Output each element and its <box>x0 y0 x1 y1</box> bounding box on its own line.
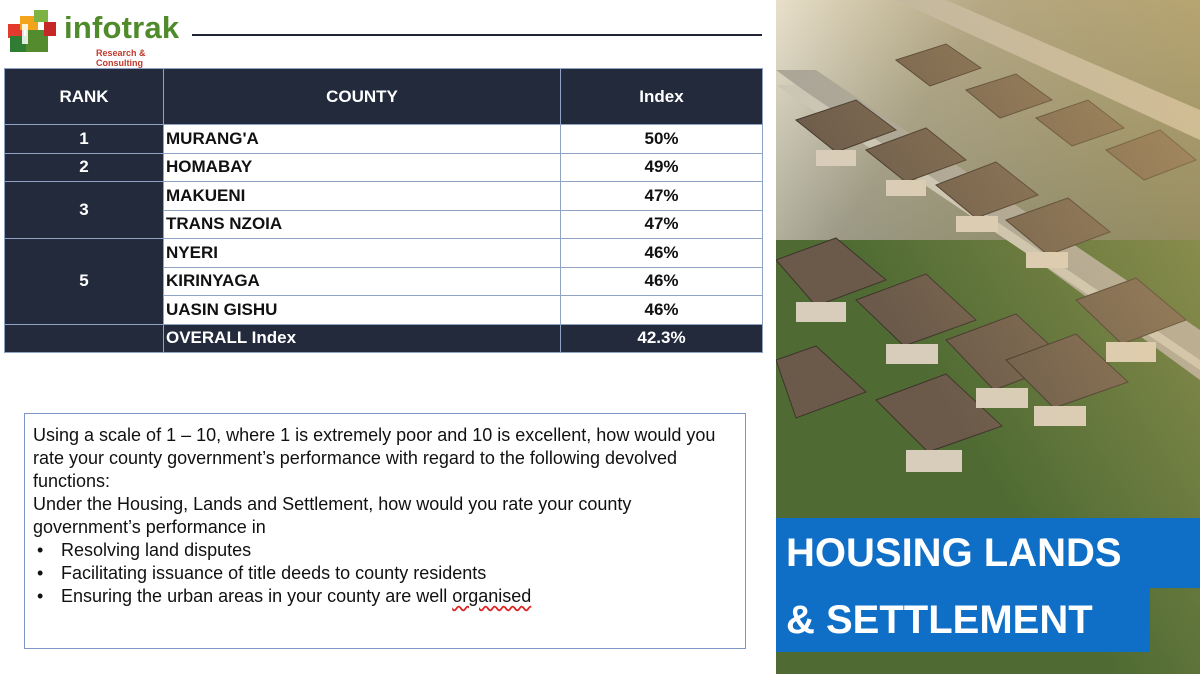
header-rule <box>192 34 762 36</box>
table-row: UASIN GISHU 46% <box>5 295 763 325</box>
header-index: Index <box>560 68 763 125</box>
index-cell: 46% <box>560 266 763 296</box>
index-cell: 49% <box>560 152 763 182</box>
overall-label: OVERALL Index <box>163 323 561 353</box>
infotrak-logo: infotrak Research & Consulting <box>6 8 186 68</box>
index-cell: 47% <box>560 209 763 239</box>
index-cell: 46% <box>560 238 763 268</box>
overall-value: 42.3% <box>560 323 763 353</box>
bullet-item: Facilitating issuance of title deeds to … <box>33 562 737 585</box>
logo-tagline: Research & Consulting <box>96 48 146 68</box>
index-cell: 50% <box>560 124 763 154</box>
section-title-line-2: & SETTLEMENT <box>776 588 1150 652</box>
bullet-item: Resolving land disputes <box>33 539 737 562</box>
table-header-row: RANK COUNTY Index <box>4 68 763 125</box>
overall-blank-cell <box>4 323 164 353</box>
survey-question-box: Using a scale of 1 – 10, where 1 is extr… <box>24 413 746 649</box>
header-county: COUNTY <box>163 68 561 125</box>
table-row: 1 MURANG'A 50% <box>4 124 763 154</box>
county-cell: NYERI <box>163 238 561 268</box>
county-cell: MAKUENI <box>163 181 561 211</box>
bullet-item: Ensuring the urban areas in your county … <box>33 585 737 608</box>
rank-cell: 3 <box>4 181 164 239</box>
index-cell: 47% <box>560 181 763 211</box>
logo-mark-icon <box>8 10 56 52</box>
question-intro: Using a scale of 1 – 10, where 1 is extr… <box>33 425 716 491</box>
logo-wordmark: infotrak <box>64 10 180 45</box>
question-bullets: Resolving land disputes Facilitating iss… <box>33 539 737 608</box>
index-cell: 46% <box>560 295 763 325</box>
county-cell: MURANG'A <box>163 124 561 154</box>
county-cell: KIRINYAGA <box>163 266 561 296</box>
table-row: 2 HOMABAY 49% <box>4 152 763 182</box>
table-row: KIRINYAGA 46% <box>5 266 763 296</box>
county-cell: UASIN GISHU <box>163 295 561 325</box>
overall-row: OVERALL Index 42.3% <box>4 323 763 353</box>
county-ranking-table: RANK COUNTY Index 1 MURANG'A 50% 2 HOMAB… <box>4 68 763 353</box>
rank-cell: 1 <box>4 124 164 154</box>
question-sub: Under the Housing, Lands and Settlement,… <box>33 494 632 537</box>
table-row: 3 MAKUENI 47% <box>4 181 763 239</box>
table-row: 5 NYERI 46% <box>4 238 763 325</box>
section-title-line-1: HOUSING LANDS <box>776 518 1200 588</box>
rank-cell: 2 <box>4 152 164 182</box>
rank-cell: 5 <box>4 238 164 325</box>
header-rank: RANK <box>4 68 164 125</box>
bullet-text: Ensuring the urban areas in your county … <box>61 586 453 606</box>
county-cell: TRANS NZOIA <box>163 209 561 239</box>
county-cell: HOMABAY <box>163 152 561 182</box>
spellcheck-word: organised <box>452 586 532 606</box>
